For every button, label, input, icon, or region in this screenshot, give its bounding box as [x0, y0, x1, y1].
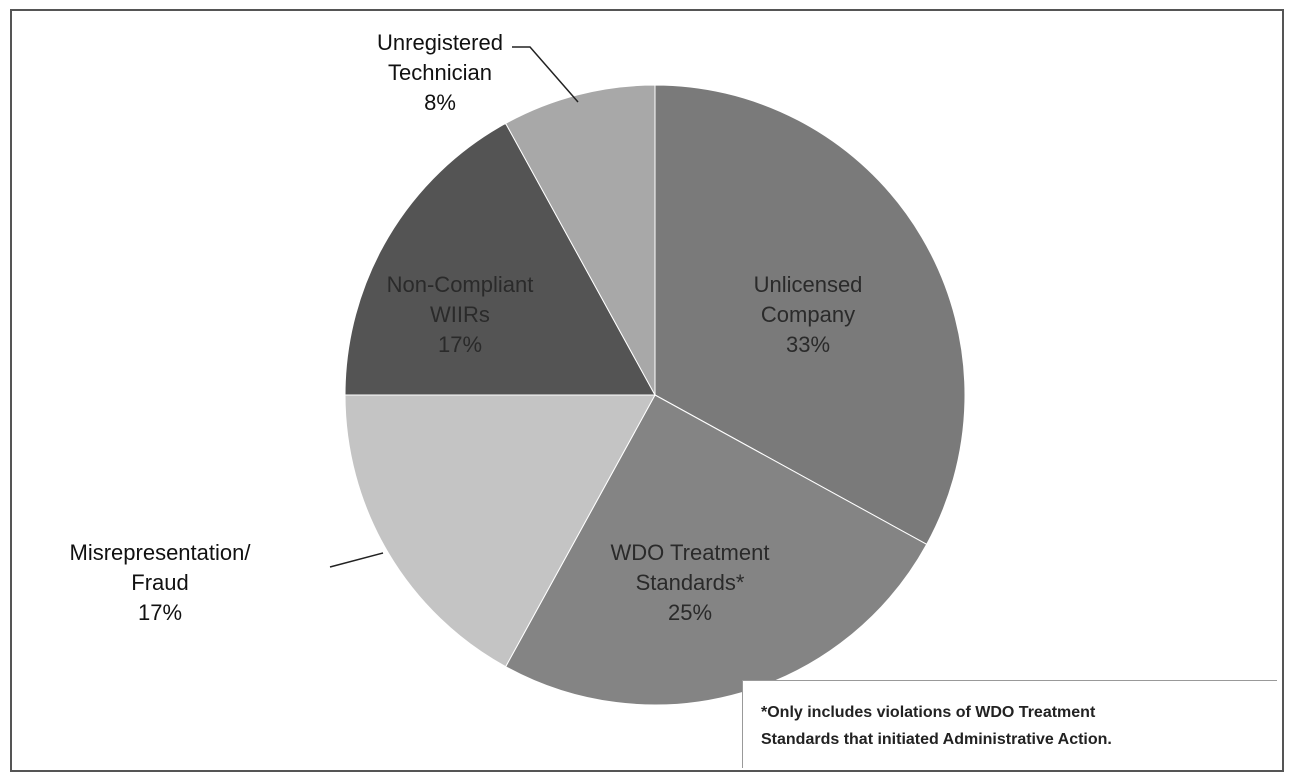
pie-slice-non-compliant-wiirs: [344, 122, 656, 396]
footnote-line-1: *Only includes violations of WDO Treatme…: [761, 704, 1096, 721]
pie-slice-wdo-treatment-standards: [504, 394, 928, 706]
leader-line-unregistered-technician: [512, 46, 579, 103]
pie-slice-misrepresentation-fraud: [344, 394, 656, 668]
slice-label-unregistered-technician: Unregistered Technician 8%: [377, 30, 503, 115]
pie-slice-unlicensed-company: [654, 84, 966, 546]
slice-label-misrepresentation-fraud: Misrepresentation/Fraud 17%: [70, 540, 252, 625]
leader-line-misrepresentation-fraud: [329, 552, 384, 568]
slice-label-wdo-treatment-standards: WDO Treatment Standards* 25%: [611, 540, 770, 625]
footnote-line-2: Standards that initiated Administrative …: [761, 731, 1112, 748]
slice-label-unlicensed-company: Unlicensed Company 33%: [754, 272, 863, 357]
pie-slice-unregistered-technician: [504, 84, 656, 396]
footnote-box: *Only includes violations of WDO Treatme…: [742, 680, 1277, 768]
slice-label-non-compliant-wiirs: Non-Compliant WIIRs 17%: [387, 272, 534, 357]
